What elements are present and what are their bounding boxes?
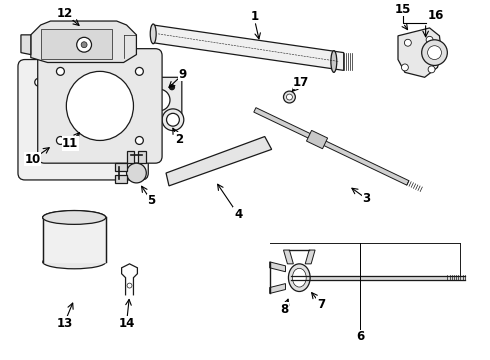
- Text: 7: 7: [317, 298, 325, 311]
- Ellipse shape: [150, 24, 156, 44]
- Text: 2: 2: [175, 133, 183, 146]
- Polygon shape: [126, 151, 134, 163]
- FancyBboxPatch shape: [38, 49, 162, 163]
- Circle shape: [81, 42, 87, 48]
- Circle shape: [127, 283, 132, 288]
- Circle shape: [284, 91, 295, 103]
- Ellipse shape: [289, 264, 310, 292]
- Ellipse shape: [43, 255, 106, 269]
- Polygon shape: [43, 217, 106, 262]
- Circle shape: [401, 64, 408, 71]
- Circle shape: [56, 67, 64, 75]
- Circle shape: [135, 136, 144, 144]
- Ellipse shape: [167, 113, 179, 126]
- Polygon shape: [398, 28, 441, 77]
- Text: 12: 12: [56, 6, 73, 20]
- Circle shape: [123, 153, 131, 161]
- Ellipse shape: [66, 71, 133, 140]
- Circle shape: [135, 67, 144, 75]
- Ellipse shape: [331, 51, 337, 72]
- Text: 11: 11: [62, 137, 78, 150]
- Text: 8: 8: [280, 303, 289, 316]
- Polygon shape: [115, 163, 126, 171]
- Polygon shape: [292, 275, 465, 280]
- Text: 14: 14: [119, 316, 135, 329]
- Polygon shape: [138, 151, 147, 163]
- Circle shape: [404, 39, 411, 46]
- FancyBboxPatch shape: [136, 77, 182, 123]
- Polygon shape: [115, 175, 126, 183]
- Circle shape: [35, 78, 43, 86]
- Text: 13: 13: [56, 316, 73, 329]
- Circle shape: [56, 136, 64, 144]
- Polygon shape: [254, 108, 409, 185]
- Text: 9: 9: [179, 68, 187, 81]
- Polygon shape: [166, 136, 271, 186]
- Ellipse shape: [43, 211, 106, 224]
- Circle shape: [426, 36, 433, 43]
- Text: 4: 4: [234, 208, 242, 221]
- Polygon shape: [305, 250, 315, 264]
- Circle shape: [144, 85, 149, 90]
- Circle shape: [170, 111, 174, 115]
- Circle shape: [77, 37, 92, 52]
- Polygon shape: [153, 25, 343, 71]
- Circle shape: [170, 85, 174, 90]
- Circle shape: [287, 94, 293, 100]
- Text: 15: 15: [395, 3, 411, 16]
- Circle shape: [144, 111, 149, 115]
- Polygon shape: [306, 130, 328, 149]
- Polygon shape: [284, 250, 294, 264]
- Polygon shape: [270, 284, 286, 293]
- Circle shape: [422, 40, 447, 66]
- Text: 5: 5: [147, 194, 155, 207]
- Ellipse shape: [148, 89, 170, 111]
- Circle shape: [35, 153, 43, 161]
- Text: 3: 3: [362, 192, 370, 205]
- Polygon shape: [21, 35, 31, 55]
- Text: 1: 1: [251, 10, 259, 23]
- Polygon shape: [270, 262, 286, 272]
- Circle shape: [428, 46, 441, 59]
- Ellipse shape: [43, 211, 106, 224]
- Text: 16: 16: [427, 9, 443, 22]
- Polygon shape: [31, 21, 136, 63]
- Circle shape: [123, 78, 131, 86]
- Ellipse shape: [162, 109, 184, 131]
- Ellipse shape: [293, 268, 306, 287]
- Text: 6: 6: [356, 330, 365, 343]
- Circle shape: [428, 66, 435, 73]
- FancyBboxPatch shape: [41, 29, 112, 59]
- Text: 17: 17: [293, 76, 309, 89]
- Ellipse shape: [48, 83, 119, 157]
- Text: 10: 10: [24, 153, 41, 166]
- Circle shape: [126, 163, 147, 183]
- FancyBboxPatch shape: [18, 59, 148, 180]
